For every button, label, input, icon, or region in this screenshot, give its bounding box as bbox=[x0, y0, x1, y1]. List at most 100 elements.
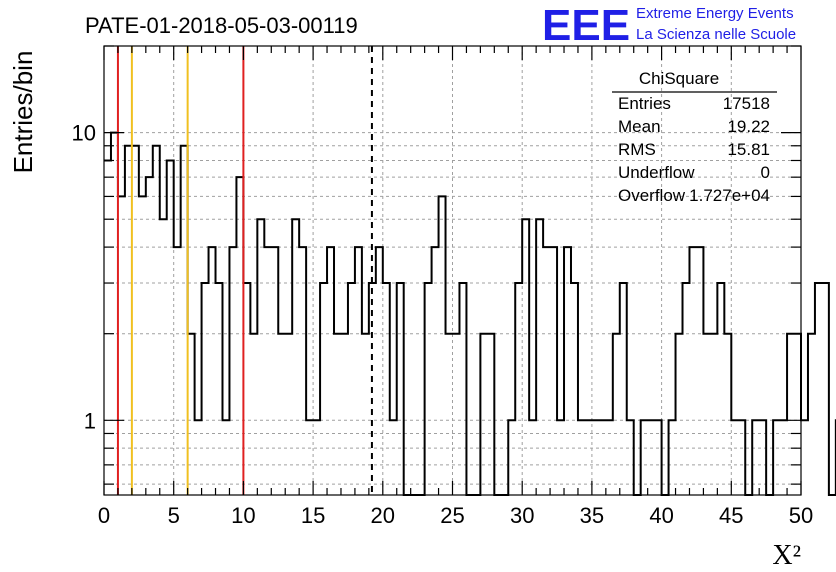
histogram-bin bbox=[397, 283, 404, 495]
stats-value: 17518 bbox=[723, 94, 770, 113]
stats-label: Entries bbox=[618, 94, 671, 113]
stats-label: Mean bbox=[618, 117, 661, 136]
y-axis-title: Entries/bin bbox=[8, 51, 38, 174]
histogram-bin bbox=[320, 283, 327, 495]
histogram-bin bbox=[515, 283, 522, 495]
histogram-bin bbox=[132, 146, 139, 495]
histogram-bin bbox=[522, 219, 529, 495]
x-tick-label: 10 bbox=[231, 503, 255, 528]
histogram-bin bbox=[487, 334, 494, 495]
histogram-bin bbox=[257, 219, 264, 495]
stats-label: Overflow bbox=[618, 186, 686, 205]
histogram-bin bbox=[564, 247, 571, 495]
stats-value: 15.81 bbox=[727, 140, 770, 159]
histogram-bin bbox=[202, 283, 209, 495]
histogram-bin bbox=[822, 283, 829, 495]
histogram-bin bbox=[543, 247, 550, 495]
histogram-bin bbox=[703, 334, 710, 495]
histogram-bin bbox=[446, 334, 453, 495]
histogram-bin bbox=[815, 283, 822, 495]
histogram-bin bbox=[550, 247, 557, 495]
histogram-bin bbox=[209, 247, 216, 495]
y-tick-label: 10 bbox=[72, 121, 96, 146]
histogram-bin bbox=[613, 334, 620, 495]
histogram-bin bbox=[285, 334, 292, 495]
logo-letters: EEE bbox=[542, 1, 630, 50]
histogram-bin bbox=[717, 283, 724, 495]
stats-value: 19.22 bbox=[727, 117, 770, 136]
histogram-bin bbox=[676, 334, 683, 495]
histogram-bin bbox=[453, 334, 460, 495]
histogram-bin bbox=[439, 196, 446, 495]
histogram-bin bbox=[724, 334, 731, 495]
x-tick-label: 25 bbox=[440, 503, 464, 528]
histogram-bin bbox=[787, 334, 794, 495]
histogram-bin bbox=[174, 247, 181, 495]
histogram-bin bbox=[111, 133, 118, 495]
histogram-bin bbox=[425, 283, 432, 495]
histogram-bin bbox=[125, 146, 132, 495]
histogram-bin bbox=[236, 177, 243, 495]
logo-line1: Extreme Energy Events bbox=[636, 5, 794, 22]
x-axis-title: X² bbox=[772, 540, 801, 571]
histogram-bin bbox=[181, 146, 188, 495]
histogram-bin bbox=[689, 247, 696, 495]
histogram-bin bbox=[104, 160, 111, 495]
logo-line2: La Scienza nelle Scuole bbox=[636, 26, 796, 43]
histogram-bin bbox=[118, 196, 125, 495]
x-tick-label: 15 bbox=[301, 503, 325, 528]
histogram-bin bbox=[536, 219, 543, 495]
histogram-bin bbox=[710, 334, 717, 495]
x-tick-label: 50 bbox=[789, 503, 813, 528]
histogram-bin bbox=[620, 283, 627, 495]
stats-value: 1.727e+04 bbox=[689, 186, 770, 205]
stats-label: RMS bbox=[618, 140, 656, 159]
histogram-bin bbox=[459, 283, 466, 495]
histogram-bin bbox=[153, 146, 160, 495]
histogram-bin bbox=[432, 247, 439, 495]
histogram-bin bbox=[480, 334, 487, 495]
histogram-bin bbox=[243, 283, 250, 495]
histogram-bin bbox=[383, 283, 390, 495]
histogram-bin bbox=[362, 334, 369, 495]
histogram-bin bbox=[355, 247, 362, 495]
histogram-bin bbox=[160, 219, 167, 495]
histogram-bin bbox=[278, 334, 285, 495]
histogram-bin bbox=[292, 219, 299, 495]
histogram-bin bbox=[250, 334, 257, 495]
histogram-bin bbox=[348, 283, 355, 495]
stats-label: Underflow bbox=[618, 163, 695, 182]
vertical-lines bbox=[116, 46, 373, 495]
histogram-bin bbox=[683, 283, 690, 495]
chart-title: PATE-01-2018-05-03-00119 bbox=[85, 13, 358, 38]
histogram-bin bbox=[229, 247, 236, 495]
histogram-bin bbox=[801, 420, 808, 495]
stats-box: ChiSquare Entries 17518 Mean 19.22 RMS 15.81 U… bbox=[612, 69, 777, 205]
histogram-bin bbox=[264, 247, 271, 495]
stats-value: 0 bbox=[761, 163, 770, 182]
histogram-bin bbox=[271, 247, 278, 495]
histogram-bin bbox=[794, 334, 801, 495]
histogram-bin bbox=[299, 247, 306, 495]
x-tick-label: 0 bbox=[98, 503, 110, 528]
histogram-bin bbox=[146, 177, 153, 495]
histogram-bin bbox=[334, 334, 341, 495]
stats-rows: Entries 17518 Mean 19.22 RMS 15.81 Underflow 0 O… bbox=[618, 94, 770, 205]
axis-ticks: 0 5 10 15 20 25 30 35 40 45 50 1 10 bbox=[72, 45, 813, 528]
histogram-bin bbox=[216, 283, 223, 495]
histogram-bin bbox=[376, 247, 383, 495]
y-tick-label: 1 bbox=[84, 408, 96, 433]
histogram-bin bbox=[571, 283, 578, 495]
histogram-bin bbox=[327, 247, 334, 495]
x-tick-label: 45 bbox=[719, 503, 743, 528]
histogram-bin bbox=[696, 247, 703, 495]
x-tick-label: 5 bbox=[168, 503, 180, 528]
eee-logo: EEE Extreme Energy Events La Scienza nel… bbox=[542, 1, 796, 50]
histogram-bin bbox=[808, 334, 815, 495]
histogram-bin bbox=[188, 334, 195, 495]
stats-title: ChiSquare bbox=[639, 69, 719, 88]
x-tick-label: 20 bbox=[371, 503, 395, 528]
histogram-bin bbox=[139, 196, 146, 495]
histogram-bin bbox=[341, 334, 348, 495]
